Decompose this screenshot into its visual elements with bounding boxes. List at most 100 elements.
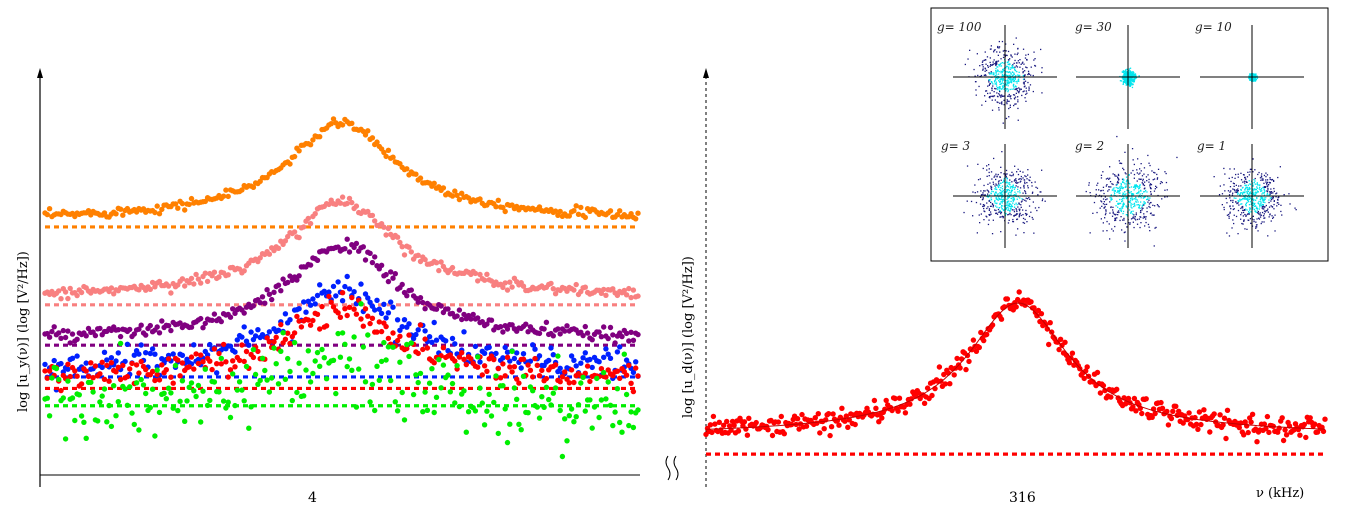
- data-point: [536, 373, 543, 379]
- data-point: [65, 295, 71, 302]
- data-point: [488, 317, 495, 323]
- inset-point: [1006, 208, 1008, 210]
- data-point: [186, 201, 192, 208]
- inset-point: [1122, 192, 1124, 194]
- inset-point: [983, 184, 985, 187]
- inset-point: [1130, 218, 1133, 220]
- inset-point: [1251, 182, 1254, 184]
- inset-point: [1243, 174, 1245, 176]
- data-point: [372, 218, 378, 224]
- inset-point: [1253, 199, 1255, 201]
- data-point: [781, 431, 787, 437]
- inset-point: [1254, 210, 1256, 212]
- inset-point: [1019, 197, 1021, 199]
- inset-point: [1006, 188, 1009, 191]
- inset-point: [1013, 199, 1016, 201]
- data-point: [314, 349, 321, 356]
- inset-point: [999, 194, 1001, 196]
- inset-point: [1022, 91, 1024, 93]
- data-point: [431, 180, 437, 186]
- inset-point: [1024, 97, 1026, 99]
- data-point: [562, 328, 568, 334]
- inset-point: [992, 83, 994, 85]
- data-point: [120, 212, 126, 218]
- inset-point: [1223, 167, 1225, 170]
- data-point: [630, 287, 637, 293]
- data-point: [344, 273, 350, 280]
- inset-point: [1255, 199, 1257, 201]
- data-point: [122, 386, 128, 392]
- inset-point: [1288, 193, 1290, 195]
- inset-point: [1017, 206, 1019, 208]
- inset-point: [1002, 75, 1004, 77]
- inset-point: [1140, 222, 1142, 224]
- data-point: [566, 380, 572, 386]
- data-point: [397, 239, 403, 246]
- inset-point: [1267, 211, 1269, 213]
- data-point: [269, 375, 275, 381]
- inset-point: [1147, 198, 1149, 200]
- inset-point: [1018, 71, 1020, 73]
- data-point: [273, 361, 279, 367]
- data-point: [115, 350, 122, 356]
- inset-point: [1003, 104, 1005, 106]
- inset-point: [1041, 67, 1043, 69]
- data-point: [564, 323, 570, 329]
- inset-point: [1235, 191, 1238, 193]
- inset-point: [1002, 68, 1004, 71]
- inset-point: [1250, 211, 1252, 213]
- inset-point: [983, 205, 985, 207]
- inset-point: [1233, 197, 1235, 199]
- data-point: [605, 379, 611, 385]
- inset-point: [1011, 187, 1013, 189]
- inset-point: [1110, 206, 1112, 208]
- data-point: [511, 364, 518, 370]
- inset-point: [1000, 88, 1002, 90]
- data-point: [296, 318, 302, 324]
- data-point: [172, 201, 179, 207]
- inset-point: [1252, 191, 1254, 193]
- inset-point: [1093, 201, 1096, 204]
- data-point: [1004, 296, 1011, 302]
- inset-point: [1123, 72, 1125, 74]
- inset-point: [1028, 215, 1031, 218]
- inset-point: [1123, 231, 1125, 234]
- inset-point: [997, 46, 999, 49]
- inset-point: [1256, 212, 1259, 214]
- inset-point: [1116, 175, 1118, 177]
- data-point: [828, 424, 835, 430]
- inset-point: [1007, 81, 1009, 83]
- inset-point: [1005, 50, 1007, 52]
- inset-point: [1128, 190, 1130, 192]
- inset-point: [988, 209, 990, 211]
- data-point: [280, 330, 286, 336]
- inset-point: [1121, 199, 1123, 201]
- data-point: [287, 273, 293, 279]
- inset-point: [1129, 67, 1132, 69]
- inset-point: [1000, 231, 1002, 233]
- data-point: [367, 320, 373, 327]
- inset-point: [1006, 202, 1008, 204]
- data-point: [74, 353, 80, 359]
- data-point: [493, 350, 499, 357]
- inset-point: [1263, 200, 1265, 202]
- inset-point: [1019, 208, 1021, 210]
- data-point: [207, 358, 213, 364]
- data-point: [617, 419, 623, 426]
- data-point: [1283, 432, 1290, 438]
- inset-point: [1019, 89, 1021, 91]
- data-point: [310, 370, 316, 377]
- data-point: [353, 404, 360, 410]
- inset-point: [1000, 65, 1003, 67]
- series-5: [42, 301, 641, 460]
- inset-point: [1254, 80, 1256, 82]
- data-point: [601, 369, 607, 376]
- inset-point: [995, 70, 997, 72]
- inset-point: [999, 63, 1001, 65]
- inset-cell-4: [1076, 135, 1180, 248]
- data-point: [335, 330, 341, 337]
- inset-point: [1111, 189, 1113, 191]
- inset-point: [987, 223, 990, 226]
- data-point: [333, 293, 339, 299]
- inset-point: [1269, 214, 1271, 216]
